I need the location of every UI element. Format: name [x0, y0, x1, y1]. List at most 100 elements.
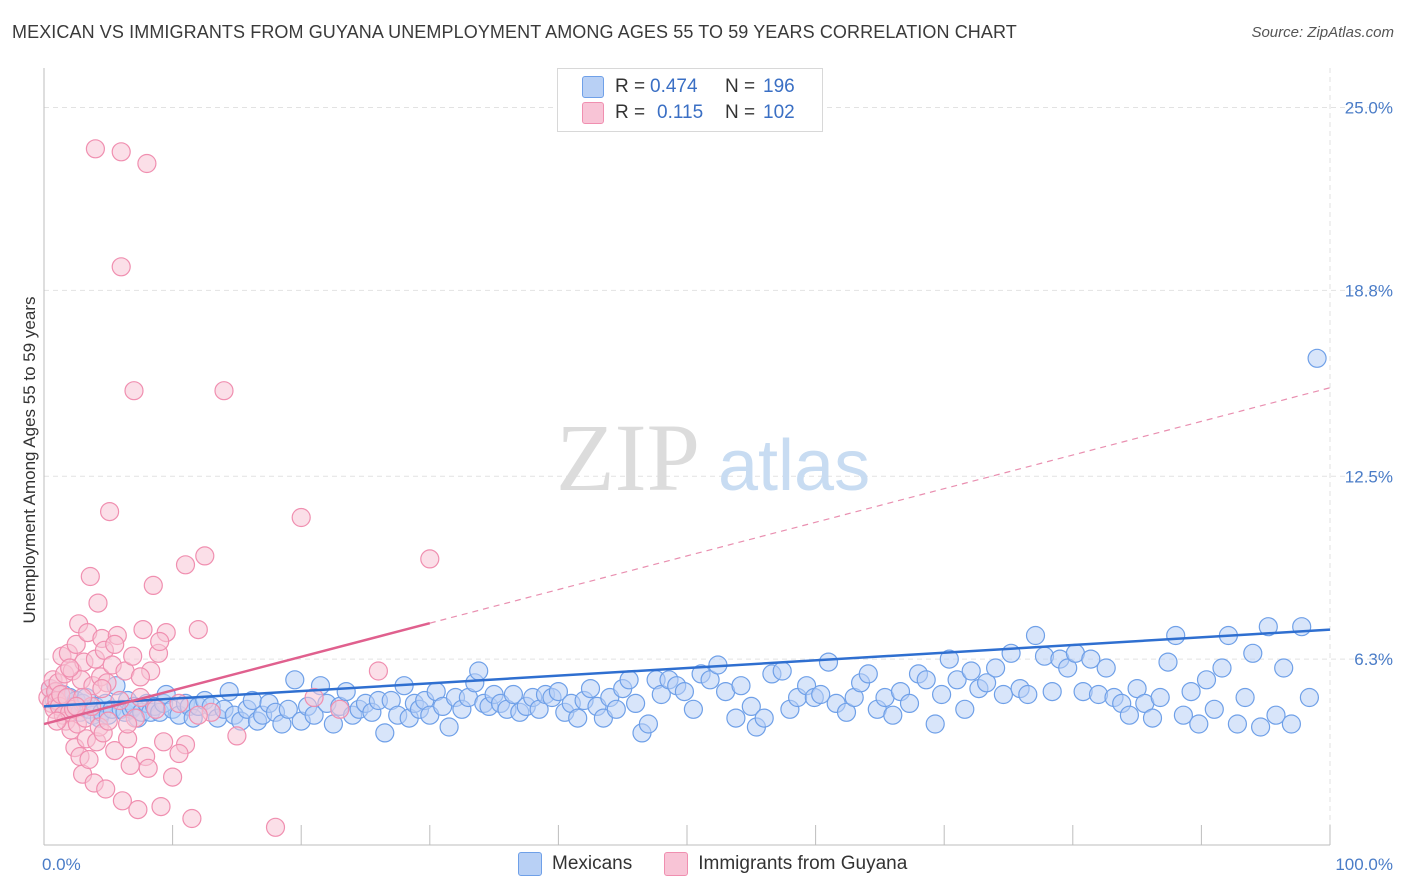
- point-mexicans: [548, 681, 569, 702]
- point-guyana: [138, 758, 158, 778]
- point-mexicans: [1235, 687, 1255, 708]
- stats-r-value: 0.474: [650, 76, 698, 97]
- point-guyana: [117, 714, 138, 734]
- point-mexicans: [976, 673, 997, 693]
- point-guyana: [111, 257, 131, 277]
- tick-labels: 6.3% 12.5% 18.8% 25.0% 0.0% 100.0%: [42, 99, 1393, 875]
- point-mexicans: [278, 699, 298, 719]
- point-mexicans: [939, 649, 959, 669]
- watermark-zip: ZIP: [556, 404, 700, 511]
- legend-label-guyana: Immigrants from Guyana: [698, 853, 908, 874]
- point-mexicans: [1212, 658, 1232, 678]
- point-mexicans: [1127, 678, 1147, 699]
- point-mexicans: [1243, 643, 1263, 663]
- point-guyana: [150, 631, 170, 652]
- point-mexicans: [1299, 687, 1320, 708]
- point-mexicans: [1158, 652, 1178, 672]
- point-mexicans: [1281, 714, 1302, 734]
- point-guyana: [96, 779, 116, 799]
- point-guyana: [128, 799, 148, 820]
- stats-r-value: 0.115: [657, 102, 704, 123]
- point-guyana: [368, 661, 388, 681]
- point-mexicans: [772, 661, 792, 681]
- point-mexicans: [1189, 714, 1209, 734]
- point-guyana: [130, 667, 150, 687]
- point-mexicans: [1266, 705, 1286, 725]
- point-mexicans: [625, 693, 646, 714]
- point-guyana: [60, 658, 80, 678]
- point-mexicans: [638, 714, 659, 734]
- point-mexicans: [1001, 643, 1021, 663]
- point-mexicans: [931, 684, 952, 705]
- stats-n-value: 102: [763, 102, 795, 123]
- stats-box: R = 0.474 N = 196 R = 0.115 N = 102: [557, 68, 823, 132]
- point-mexicans: [1307, 348, 1327, 368]
- point-guyana: [143, 575, 163, 596]
- point-guyana: [112, 791, 133, 811]
- trend-mexicans-solid: [43, 628, 1331, 708]
- point-mexicans: [619, 670, 639, 690]
- point-guyana: [151, 796, 171, 817]
- point-mexicans: [955, 699, 975, 719]
- point-guyana: [227, 726, 247, 746]
- stats-r-label: R =: [615, 76, 646, 97]
- point-mexicans: [1274, 658, 1294, 678]
- stats-n-label: N =: [725, 76, 756, 97]
- point-mexicans: [726, 708, 746, 728]
- point-mexicans: [961, 661, 981, 681]
- point-mexicans: [883, 705, 903, 725]
- point-mexicans: [1150, 687, 1170, 708]
- point-mexicans: [568, 708, 588, 728]
- point-mexicans: [993, 684, 1014, 705]
- point-mexicans: [1227, 714, 1248, 734]
- stats-r-label: R =: [615, 102, 646, 123]
- point-guyana: [304, 687, 324, 708]
- x-tick-label: 0.0%: [42, 855, 81, 874]
- point-mexicans: [1250, 717, 1271, 737]
- point-guyana: [80, 566, 100, 587]
- legend-item-guyana[interactable]: Immigrants from Guyana: [664, 852, 907, 876]
- point-mexicans: [375, 723, 395, 743]
- point-mexicans: [285, 670, 305, 690]
- watermark-atlas: atlas: [718, 426, 870, 506]
- point-guyana: [105, 634, 125, 655]
- point-guyana: [105, 740, 125, 761]
- point-guyana: [420, 549, 440, 569]
- point-guyana: [79, 749, 99, 770]
- point-mexicans: [1088, 684, 1109, 705]
- point-mexicans: [336, 681, 356, 702]
- point-mexicans: [1096, 658, 1116, 678]
- point-mexicans: [1204, 699, 1224, 719]
- point-mexicans: [1081, 649, 1101, 669]
- point-guyana: [330, 699, 350, 719]
- point-mexicans: [606, 699, 626, 719]
- point-mexicans: [916, 670, 936, 690]
- point-guyana: [85, 139, 106, 159]
- point-mexicans: [818, 652, 839, 672]
- legend-label-mexicans: Mexicans: [552, 853, 633, 874]
- point-mexicans: [674, 681, 695, 702]
- stats-n-value: 196: [763, 76, 795, 97]
- point-guyana: [182, 808, 202, 829]
- legend-item-mexicans[interactable]: Mexicans: [518, 852, 632, 876]
- trend-lines: [43, 387, 1331, 726]
- point-mexicans: [811, 684, 831, 705]
- point-mexicans: [1173, 705, 1194, 725]
- point-mexicans: [439, 717, 459, 737]
- point-mexicans: [1292, 617, 1312, 637]
- x-tick-label: 100.0%: [1335, 855, 1393, 874]
- watermark: ZIP atlas: [556, 404, 870, 511]
- trend-guyana-dashed: [429, 387, 1331, 624]
- point-guyana: [188, 619, 208, 640]
- legend-swatch-guyana: [664, 852, 689, 876]
- y-tick-label: 25.0%: [1345, 99, 1393, 118]
- point-guyana: [291, 507, 311, 528]
- point-guyana: [146, 699, 166, 719]
- point-guyana: [175, 555, 196, 575]
- point-mexicans: [1142, 708, 1163, 728]
- y-tick-label: 18.8%: [1345, 281, 1393, 300]
- point-mexicans: [1018, 684, 1038, 705]
- point-mexicans: [219, 681, 239, 702]
- axes: [43, 68, 1331, 846]
- point-mexicans: [1042, 681, 1062, 702]
